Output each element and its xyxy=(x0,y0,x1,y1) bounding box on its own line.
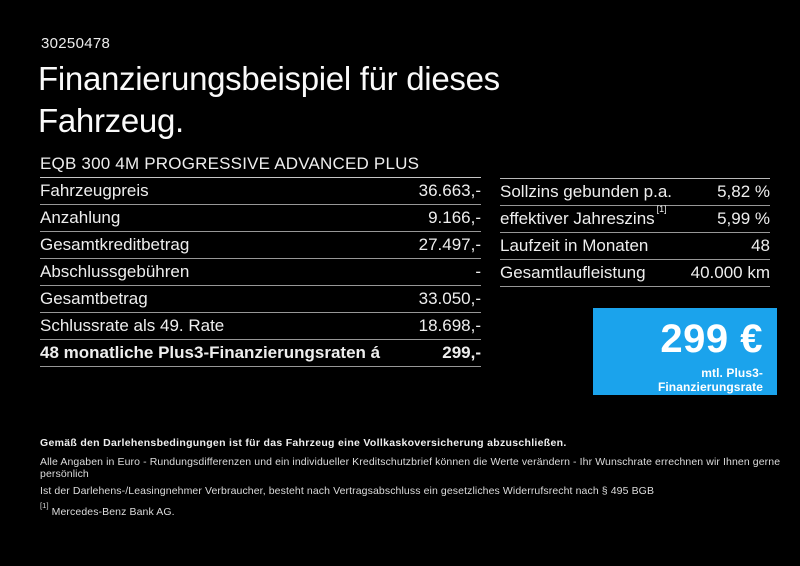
footnote-marker: [1] xyxy=(40,500,49,510)
footnote-text: Mercedes-Benz Bank AG. xyxy=(51,506,175,518)
row-label: 48 monatliche Plus3-Finanzierungsraten á xyxy=(40,343,381,362)
table-row-gesamtlaufleistung: Gesamtlaufleistung 40.000 km xyxy=(500,260,770,287)
disclaimer-footer: Gemäß den Darlehensbedingungen ist für d… xyxy=(40,437,782,518)
finance-table: EQB 300 4M PROGRESSIVE ADVANCED PLUS Fah… xyxy=(40,150,481,367)
page-title-line-1: Finanzierungsbeispiel für dieses xyxy=(38,60,500,97)
table-row-laufzeit: Laufzeit in Monaten 48 xyxy=(500,233,770,260)
row-value: 18.698,- xyxy=(418,316,481,335)
vehicle-model-header: EQB 300 4M PROGRESSIVE ADVANCED PLUS xyxy=(40,150,481,178)
table-row-effektiver-jahreszins: effektiver Jahreszins [1] 5,99 % xyxy=(500,205,770,233)
row-label: Gesamtkreditbetrag xyxy=(40,235,190,254)
table-row-gesamtkreditbetrag: Gesamtkreditbetrag 27.497,- xyxy=(40,232,481,259)
row-label: Gesamtlaufleistung xyxy=(500,263,646,282)
table-row-schlussrate: Schlussrate als 49. Rate 18.698,- xyxy=(40,313,481,340)
row-label: effektiver Jahreszins [1] xyxy=(500,205,667,229)
footnote-bank: [1]Mercedes-Benz Bank AG. xyxy=(40,501,782,518)
disclaimer-widerrufsrecht: Ist der Darlehens-/Leasingnehmer Verbrau… xyxy=(40,485,655,497)
table-row-fahrzeugpreis: Fahrzeugpreis 36.663,- xyxy=(40,178,481,205)
monthly-rate-box: 299 € mtl. Plus3-Finanzierungsrate xyxy=(593,308,777,395)
disclaimer-insurance: Gemäß den Darlehensbedingungen ist für d… xyxy=(40,437,567,449)
row-label: Schlussrate als 49. Rate xyxy=(40,316,225,335)
rate-amount: 299 € xyxy=(660,317,763,361)
row-label: Laufzeit in Monaten xyxy=(500,236,649,255)
row-value: 48 xyxy=(751,236,770,255)
table-row-gesamtbetrag: Gesamtbetrag 33.050,- xyxy=(40,286,481,313)
row-label: Abschlussgebühren xyxy=(40,262,190,281)
conditions-table: Sollzins gebunden p.a. 5,82 % effektiver… xyxy=(500,178,770,287)
table-row-anzahlung: Anzahlung 9.166,- xyxy=(40,205,481,232)
footnote-marker: [1] xyxy=(656,204,667,215)
page-title: Finanzierungsbeispiel für dieses Fahrzeug… xyxy=(38,58,500,142)
row-value: 27.497,- xyxy=(418,235,481,254)
rate-caption: mtl. Plus3-Finanzierungsrate xyxy=(657,366,763,394)
table-row-sollzins: Sollzins gebunden p.a. 5,82 % xyxy=(500,179,770,206)
row-value: 5,99 % xyxy=(717,209,770,228)
row-label: Fahrzeugpreis xyxy=(40,181,149,200)
row-value: 5,82 % xyxy=(717,182,770,201)
row-value: 36.663,- xyxy=(418,181,481,200)
row-label: Anzahlung xyxy=(40,208,121,227)
document-number: 30250478 xyxy=(41,35,111,52)
disclaimer-euro-note: Alle Angaben in Euro - Rundungsdifferenz… xyxy=(40,456,781,480)
page-title-line-2: Fahrzeug. xyxy=(38,102,184,139)
row-value: 40.000 km xyxy=(690,263,770,282)
row-label: Sollzins gebunden p.a. xyxy=(500,182,673,201)
table-row-monatsraten: 48 monatliche Plus3-Finanzierungsraten á… xyxy=(40,340,481,367)
row-value: 9.166,- xyxy=(428,208,481,227)
row-label-text: effektiver Jahreszins xyxy=(500,209,655,228)
row-value: 33.050,- xyxy=(418,289,481,308)
row-value: 299,- xyxy=(442,343,481,362)
row-value: - xyxy=(475,262,481,281)
row-label: Gesamtbetrag xyxy=(40,289,148,308)
table-row-abschlussgebuehren: Abschlussgebühren - xyxy=(40,259,481,286)
